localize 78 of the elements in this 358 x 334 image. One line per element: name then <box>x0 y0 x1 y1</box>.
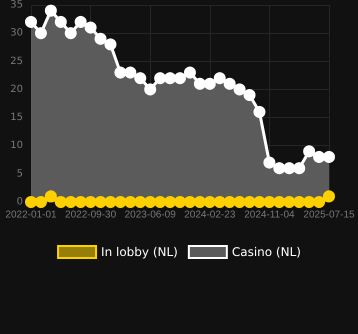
point <box>234 83 246 96</box>
point <box>84 196 97 208</box>
point <box>114 196 126 208</box>
point <box>54 196 67 208</box>
point <box>194 78 206 90</box>
point <box>124 66 136 79</box>
point <box>273 196 286 208</box>
point <box>214 196 226 208</box>
point <box>234 196 246 208</box>
point <box>154 72 166 84</box>
point <box>174 72 186 84</box>
point <box>224 78 236 90</box>
point <box>204 196 216 208</box>
point <box>293 196 306 208</box>
point <box>34 196 47 208</box>
point <box>323 190 335 202</box>
y-tick-label: 35 <box>10 0 23 10</box>
point <box>104 38 116 50</box>
point <box>174 196 186 208</box>
point <box>293 162 306 174</box>
point <box>253 196 266 208</box>
y-tick-label: 10 <box>10 140 23 152</box>
point <box>313 196 326 208</box>
point <box>194 196 206 208</box>
point <box>154 196 166 208</box>
x-tick-label: 2022-09-30 <box>65 210 117 220</box>
point <box>134 196 146 208</box>
point <box>244 89 256 102</box>
point <box>34 27 47 40</box>
point <box>283 162 296 174</box>
point <box>303 145 316 158</box>
point <box>323 150 335 163</box>
y-tick-label: 30 <box>10 28 23 39</box>
y-tick-label: 15 <box>10 112 23 124</box>
point <box>94 32 107 45</box>
x-tick-label: 2022-01-01 <box>5 210 58 220</box>
point <box>114 66 126 79</box>
legend-label: Casino (NL) <box>232 245 301 259</box>
point <box>64 27 77 40</box>
point <box>64 196 77 208</box>
point <box>94 196 107 208</box>
point <box>84 22 97 34</box>
point <box>283 196 296 208</box>
point <box>303 196 316 208</box>
y-tick-label: 0 <box>16 196 23 208</box>
point <box>224 196 236 208</box>
point <box>54 16 67 28</box>
x-tick-label: 2025-07-15 <box>303 210 356 220</box>
point <box>74 16 87 28</box>
point <box>134 72 146 84</box>
point <box>104 196 116 208</box>
x-tick-label: 2024-11-04 <box>244 210 296 220</box>
point <box>313 150 326 163</box>
point <box>25 196 37 208</box>
point <box>184 196 196 208</box>
point <box>74 196 87 208</box>
point <box>204 78 216 90</box>
point <box>144 196 156 208</box>
point <box>25 16 37 28</box>
x-tick-label: 2023-06-09 <box>124 210 176 220</box>
point <box>184 66 196 79</box>
point <box>164 196 176 208</box>
y-tick-label: 5 <box>16 168 23 180</box>
point <box>263 196 276 208</box>
point <box>214 72 226 84</box>
point <box>44 190 57 202</box>
point <box>44 4 57 17</box>
point <box>263 156 276 169</box>
point <box>164 72 176 84</box>
point <box>253 106 266 118</box>
point <box>273 162 286 174</box>
legend-label: In lobby (NL) <box>101 245 178 259</box>
y-tick-label: 20 <box>10 84 23 95</box>
point <box>244 196 256 208</box>
x-tick-label: 2024-02-23 <box>184 210 236 220</box>
y-tick-label: 25 <box>10 56 23 67</box>
point <box>124 196 136 208</box>
point <box>144 83 156 96</box>
